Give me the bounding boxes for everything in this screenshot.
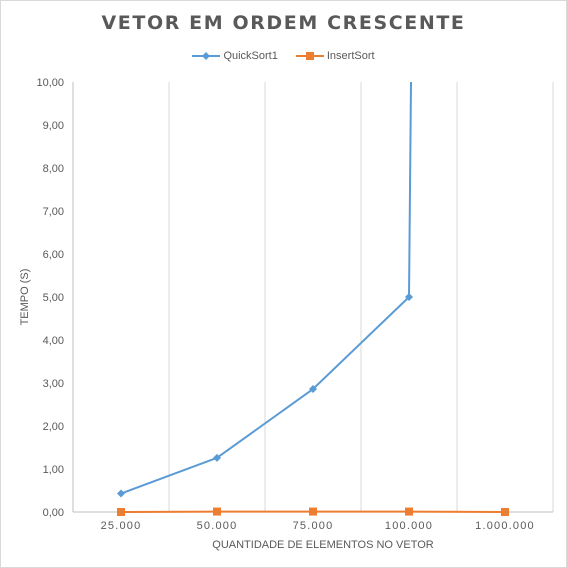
x-tick-label: 100.000 <box>385 520 433 532</box>
data-point-quicksort1 <box>405 293 413 301</box>
y-tick-label: 2,00 <box>43 421 64 433</box>
y-tick-label: 10,00 <box>36 77 64 89</box>
legend-item-insertsort: InsertSort <box>295 50 375 62</box>
x-tick-label: 50.000 <box>197 520 238 532</box>
y-tick-label: 5,00 <box>43 292 64 304</box>
y-tick-label: 9,00 <box>43 120 64 132</box>
x-axis-title: QUANTIDADE DE ELEMENTOS NO VETOR <box>212 539 434 551</box>
data-point-quicksort1 <box>117 489 125 498</box>
y-axis-title: TEMPO (S) <box>19 269 31 326</box>
data-point-insertsort <box>501 508 509 516</box>
y-tick-label: 6,00 <box>43 249 64 261</box>
y-tick-label: 4,00 <box>43 335 64 347</box>
legend-marker-insertsort-icon <box>295 52 324 60</box>
legend-label-quicksort: QuickSort1 <box>223 50 278 62</box>
legend-marker-quicksort-icon <box>192 52 221 60</box>
data-point-insertsort <box>309 507 317 516</box>
legend-item-quicksort: QuickSort1 <box>192 50 278 62</box>
y-tick-label: 0,00 <box>43 507 64 519</box>
data-point-insertsort <box>213 507 221 516</box>
x-tick-label: 1.000.000 <box>475 520 535 532</box>
data-point-quicksort1 <box>309 385 317 394</box>
y-tick-label: 1,00 <box>43 464 64 476</box>
chart-title: VETOR EM ORDEM CRESCENTE <box>101 12 466 34</box>
legend-label-insertsort: InsertSort <box>326 50 375 62</box>
y-tick-label: 7,00 <box>43 206 64 218</box>
x-tick-label: 75.000 <box>293 520 334 532</box>
y-tick-label: 3,00 <box>43 378 64 390</box>
x-tick-label: 25.000 <box>101 520 142 532</box>
data-point-insertsort <box>117 508 125 516</box>
legend: QuickSort1 InsertSort <box>0 50 567 62</box>
data-point-insertsort <box>405 507 413 516</box>
y-tick-label: 8,00 <box>43 163 64 175</box>
data-point-quicksort1 <box>213 453 221 462</box>
series-line-quicksort1 <box>120 81 412 495</box>
